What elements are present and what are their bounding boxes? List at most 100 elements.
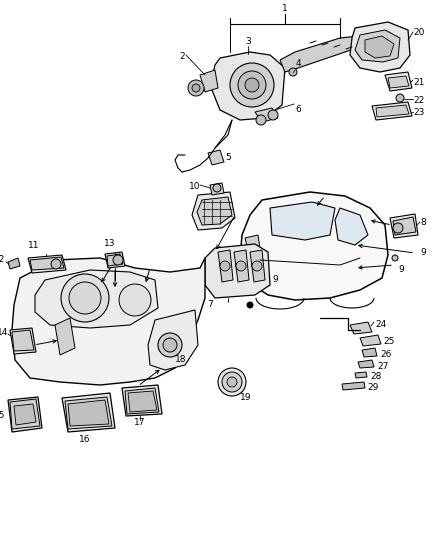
Circle shape xyxy=(188,80,204,96)
Circle shape xyxy=(113,255,123,265)
Polygon shape xyxy=(362,348,377,357)
Polygon shape xyxy=(35,270,158,328)
Circle shape xyxy=(192,84,200,92)
Polygon shape xyxy=(107,254,123,266)
Polygon shape xyxy=(65,397,112,429)
Polygon shape xyxy=(200,70,218,92)
Circle shape xyxy=(236,261,246,271)
Text: 10: 10 xyxy=(188,182,200,191)
Circle shape xyxy=(213,184,221,192)
Polygon shape xyxy=(68,400,109,426)
Polygon shape xyxy=(10,328,36,354)
Polygon shape xyxy=(128,391,157,412)
Text: 8: 8 xyxy=(420,218,426,227)
Text: 9: 9 xyxy=(272,275,278,284)
Polygon shape xyxy=(355,30,400,62)
Polygon shape xyxy=(360,335,381,346)
Text: 16: 16 xyxy=(79,435,91,444)
Polygon shape xyxy=(390,214,418,238)
Circle shape xyxy=(392,255,398,261)
Text: 20: 20 xyxy=(413,28,424,37)
Polygon shape xyxy=(30,257,64,270)
Polygon shape xyxy=(148,310,198,370)
Polygon shape xyxy=(335,208,368,245)
Text: 26: 26 xyxy=(380,350,392,359)
Polygon shape xyxy=(240,192,388,300)
Circle shape xyxy=(238,71,266,99)
Circle shape xyxy=(220,261,230,271)
Text: 27: 27 xyxy=(377,362,389,371)
Circle shape xyxy=(218,368,246,396)
Polygon shape xyxy=(208,150,224,165)
Polygon shape xyxy=(12,330,34,351)
Text: 19: 19 xyxy=(240,393,251,402)
Text: 13: 13 xyxy=(104,239,116,248)
Text: 9: 9 xyxy=(398,265,404,274)
Polygon shape xyxy=(125,388,159,414)
Text: 3: 3 xyxy=(245,37,251,46)
Text: 9: 9 xyxy=(420,248,426,257)
Polygon shape xyxy=(28,255,66,273)
Circle shape xyxy=(222,372,242,392)
Circle shape xyxy=(61,274,109,322)
Polygon shape xyxy=(255,108,278,122)
Circle shape xyxy=(247,302,253,308)
Polygon shape xyxy=(250,250,265,282)
Circle shape xyxy=(268,110,278,120)
Circle shape xyxy=(252,261,262,271)
Polygon shape xyxy=(355,372,367,378)
Text: 25: 25 xyxy=(383,337,394,346)
Polygon shape xyxy=(210,183,224,195)
Polygon shape xyxy=(350,22,410,72)
Polygon shape xyxy=(245,235,260,250)
Text: 29: 29 xyxy=(367,383,378,392)
Text: 17: 17 xyxy=(134,418,146,427)
Text: 12: 12 xyxy=(0,255,5,264)
Polygon shape xyxy=(55,318,75,355)
Circle shape xyxy=(69,282,101,314)
Text: 24: 24 xyxy=(375,320,386,329)
Polygon shape xyxy=(234,250,249,282)
Text: 22: 22 xyxy=(413,96,424,105)
Text: 2: 2 xyxy=(180,52,185,61)
Polygon shape xyxy=(10,399,40,429)
Circle shape xyxy=(230,63,274,107)
Polygon shape xyxy=(197,197,232,225)
Circle shape xyxy=(256,115,266,125)
Text: 1: 1 xyxy=(282,4,288,13)
Circle shape xyxy=(289,68,297,76)
Polygon shape xyxy=(365,36,394,58)
Text: 21: 21 xyxy=(413,78,424,87)
Polygon shape xyxy=(385,72,412,91)
Circle shape xyxy=(158,333,182,357)
Polygon shape xyxy=(342,382,365,390)
Polygon shape xyxy=(14,404,36,425)
Circle shape xyxy=(51,259,61,269)
Text: 18: 18 xyxy=(175,355,187,364)
Polygon shape xyxy=(210,52,285,120)
Polygon shape xyxy=(376,105,409,117)
Polygon shape xyxy=(62,393,115,432)
Polygon shape xyxy=(105,252,125,268)
Text: 6: 6 xyxy=(295,105,301,114)
Circle shape xyxy=(393,223,403,233)
Polygon shape xyxy=(358,360,374,368)
Text: 23: 23 xyxy=(413,108,424,117)
Polygon shape xyxy=(280,35,374,72)
Polygon shape xyxy=(393,217,416,235)
Text: 28: 28 xyxy=(370,372,381,381)
Polygon shape xyxy=(388,76,409,88)
Polygon shape xyxy=(8,397,42,432)
Text: 14: 14 xyxy=(0,328,8,337)
Polygon shape xyxy=(122,385,162,416)
Circle shape xyxy=(119,284,151,316)
Circle shape xyxy=(227,377,237,387)
Circle shape xyxy=(396,94,404,102)
Polygon shape xyxy=(270,202,335,240)
Text: 5: 5 xyxy=(225,154,231,163)
Polygon shape xyxy=(8,258,20,269)
Polygon shape xyxy=(192,192,235,230)
Text: 4: 4 xyxy=(296,59,302,68)
Text: 15: 15 xyxy=(0,410,5,419)
Polygon shape xyxy=(372,102,412,120)
